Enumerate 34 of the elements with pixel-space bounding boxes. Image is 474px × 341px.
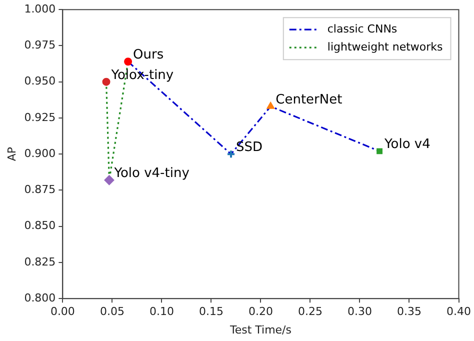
y-tick-label: 0.850 bbox=[24, 219, 56, 232]
y-tick-label: 0.900 bbox=[24, 146, 56, 160]
y-tick-label: 0.825 bbox=[24, 255, 56, 268]
annotation: Yolo v4-tiny bbox=[113, 166, 190, 182]
x-tick-label: 0.35 bbox=[396, 305, 422, 318]
x-tick-label: 0.00 bbox=[50, 305, 75, 318]
x-tick-label: 0.40 bbox=[446, 305, 472, 318]
y-tick-label: 0.875 bbox=[24, 183, 56, 196]
x-axis-title: Test Time/s bbox=[228, 323, 292, 336]
y-axis-title: AP bbox=[5, 146, 18, 162]
y-tick-label: 0.950 bbox=[24, 74, 56, 88]
annotation: Ours bbox=[133, 48, 164, 63]
point bbox=[104, 175, 114, 186]
y-tick-label: 0.925 bbox=[24, 110, 56, 124]
x-tick-label: 0.10 bbox=[149, 305, 174, 318]
point bbox=[124, 58, 132, 66]
y-tick-label: 1.000 bbox=[24, 2, 56, 16]
y-tick-label: 0.800 bbox=[24, 291, 56, 304]
point bbox=[102, 78, 110, 86]
x-tick-label: 0.20 bbox=[248, 305, 273, 318]
x-tick-label: 0.15 bbox=[198, 305, 224, 318]
legend-label: lightweight networks bbox=[327, 40, 444, 54]
legend-label: classic CNNs bbox=[327, 22, 398, 36]
x-tick-label: 0.30 bbox=[347, 305, 372, 318]
annotation: SSD bbox=[236, 140, 263, 156]
point bbox=[266, 102, 275, 109]
point bbox=[376, 148, 383, 154]
x-tick-label: 0.25 bbox=[298, 305, 322, 318]
annotation: Yolox-tiny bbox=[110, 68, 174, 83]
annotation: CenterNet bbox=[276, 92, 342, 108]
y-tick-label: 0.975 bbox=[24, 38, 56, 52]
point bbox=[226, 150, 236, 159]
annotation: Yolo v4 bbox=[384, 137, 430, 152]
x-tick-label: 0.05 bbox=[100, 305, 124, 318]
